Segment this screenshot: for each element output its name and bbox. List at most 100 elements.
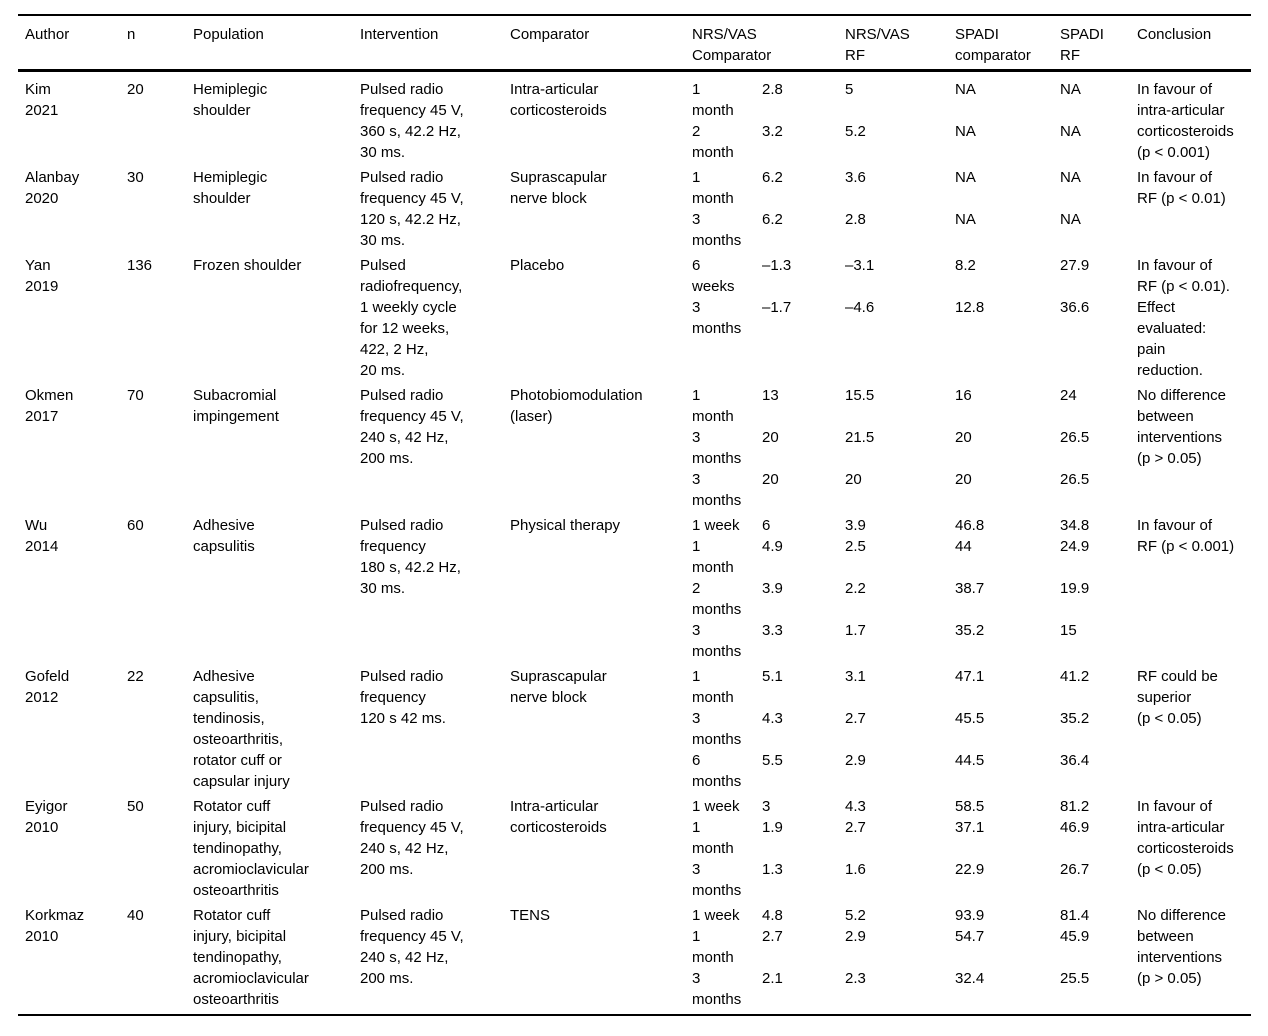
cell-population: Adhesive capsulitis, tendinosis, osteoar… — [193, 668, 290, 790]
cell-time: 3 months — [692, 299, 742, 337]
col-header-nrs-vas-comparator: NRS/VAS Comparator — [692, 26, 772, 64]
cell-n: 70 — [127, 387, 144, 404]
cell-nrs-vas-comparator: 4.9 — [762, 538, 783, 555]
cell-spadi-comparator: NA — [955, 169, 976, 186]
cell-author: Gofeld 2012 — [25, 668, 70, 706]
cell-nrs-vas-comparator: –1.7 — [762, 299, 792, 316]
cell-time: 1 month — [692, 169, 734, 207]
cell-intervention: Pulsed radio frequency 45 V, 240 s, 42 H… — [360, 907, 464, 987]
cell-time: 3 months — [692, 861, 742, 899]
cell-spadi-comparator: 93.9 — [955, 907, 985, 924]
cell-population: Frozen shoulder — [193, 257, 302, 274]
cell-spadi-rf: 36.4 — [1060, 752, 1090, 769]
cell-spadi-rf: 26.5 — [1060, 471, 1090, 488]
cell-author: Kim 2021 — [25, 81, 59, 119]
cell-nrs-vas-comparator: 3.3 — [762, 622, 783, 639]
cell-conclusion: In favour of RF (p < 0.001) — [1137, 517, 1235, 555]
cell-nrs-vas-rf: 3.9 — [845, 517, 866, 534]
cell-spadi-comparator: 20 — [955, 471, 972, 488]
cell-intervention: Pulsed radio frequency 45 V, 240 s, 42 H… — [360, 387, 464, 467]
cell-nrs-vas-comparator: 13 — [762, 387, 779, 404]
measurement-row: 2 months 3.9 2.2 38.7 19.9 — [685, 578, 1130, 620]
measurement-row: 1 month 13 15.5 16 24 — [685, 385, 1130, 427]
table-row: Eyigor 2010 50 Rotator cuff injury, bici… — [18, 796, 1251, 905]
cell-nrs-vas-comparator: –1.3 — [762, 257, 792, 274]
table-row: Okmen 2017 70 Subacromial impingement Pu… — [18, 385, 1251, 515]
cell-author: Wu 2014 — [25, 517, 59, 555]
cell-time: 3 months — [692, 970, 742, 1008]
cell-n: 22 — [127, 668, 144, 685]
measurements: 6 weeks –1.3 –3.1 8.2 27.9 3 months –1.7… — [685, 255, 1130, 339]
cell-intervention: Pulsed radio frequency 180 s, 42.2 Hz, 3… — [360, 517, 461, 597]
cell-spadi-comparator: 8.2 — [955, 257, 976, 274]
cell-nrs-vas-comparator: 1.9 — [762, 819, 783, 836]
table-row: Yan 2019 136 Frozen shoulder Pulsed radi… — [18, 255, 1251, 385]
measurement-row: 1 month 2.7 2.9 54.7 45.9 — [685, 926, 1130, 968]
cell-nrs-vas-comparator: 5.5 — [762, 752, 783, 769]
cell-nrs-vas-comparator: 4.3 — [762, 710, 783, 727]
cell-intervention: Pulsed radio frequency 120 s 42 ms. — [360, 668, 446, 727]
cell-author: Okmen 2017 — [25, 387, 74, 425]
cell-spadi-comparator: 35.2 — [955, 622, 985, 639]
rf-studies-table: Author n Population Intervention Compara… — [18, 14, 1251, 1016]
measurement-row: 3 months 1.3 1.6 22.9 26.7 — [685, 859, 1130, 901]
measurements: 1 week 6 3.9 46.8 34.8 1 month 4.9 2.5 4… — [685, 515, 1130, 662]
cell-conclusion: In favour of intra-articular corticoster… — [1137, 798, 1234, 878]
table-header-rule — [18, 69, 1251, 72]
table-header-row: Author n Population Intervention Compara… — [18, 16, 1251, 69]
measurement-row: 3 months –1.7 –4.6 12.8 36.6 — [685, 297, 1130, 339]
cell-spadi-rf: 24.9 — [1060, 538, 1090, 555]
measurement-row: 1 week 4.8 5.2 93.9 81.4 — [685, 905, 1130, 926]
measurement-row: 2 month 3.2 5.2 NA NA — [685, 121, 1130, 163]
cell-population: Subacromial impingement — [193, 387, 279, 425]
cell-spadi-comparator: 58.5 — [955, 798, 985, 815]
cell-spadi-rf: NA — [1060, 169, 1081, 186]
cell-conclusion: In favour of intra-articular corticoster… — [1137, 81, 1234, 161]
cell-n: 40 — [127, 907, 144, 924]
cell-spadi-rf: 41.2 — [1060, 668, 1090, 685]
col-header-intervention: Intervention — [360, 26, 439, 43]
table-row: Wu 2014 60 Adhesive capsulitis Pulsed ra… — [18, 515, 1251, 666]
cell-nrs-vas-rf: 20 — [845, 471, 862, 488]
measurement-row: 1 month 4.9 2.5 44 24.9 — [685, 536, 1130, 578]
cell-spadi-comparator: 44 — [955, 538, 972, 555]
measurement-row: 1 week 6 3.9 46.8 34.8 — [685, 515, 1130, 536]
cell-time: 1 month — [692, 928, 734, 966]
measurements: 1 week 3 4.3 58.5 81.2 1 month 1.9 2.7 3… — [685, 796, 1130, 901]
table-top-rule — [18, 14, 1251, 16]
cell-spadi-rf: 46.9 — [1060, 819, 1090, 836]
cell-spadi-comparator: 20 — [955, 429, 972, 446]
col-header-spadi-comparator: SPADI comparator — [955, 26, 1031, 64]
cell-nrs-vas-comparator: 3.2 — [762, 123, 783, 140]
cell-spadi-rf: 26.5 — [1060, 429, 1090, 446]
cell-nrs-vas-rf: 3.6 — [845, 169, 866, 186]
cell-conclusion: No difference between interventions (p >… — [1137, 387, 1226, 467]
table-row: Alanbay 2020 30 Hemiplegic shoulder Puls… — [18, 167, 1251, 255]
measurement-row: 3 months 6.2 2.8 NA NA — [685, 209, 1130, 251]
cell-nrs-vas-comparator: 5.1 — [762, 668, 783, 685]
cell-spadi-comparator: 44.5 — [955, 752, 985, 769]
measurements: 1 month 5.1 3.1 47.1 41.2 3 months 4.3 2… — [685, 666, 1130, 792]
cell-nrs-vas-rf: 1.7 — [845, 622, 866, 639]
col-header-nrs-vas-rf: NRS/VAS RF — [845, 26, 910, 64]
col-header-conclusion: Conclusion — [1137, 26, 1212, 43]
cell-time: 3 months — [692, 471, 742, 509]
cell-spadi-rf: 24 — [1060, 387, 1077, 404]
cell-nrs-vas-comparator: 20 — [762, 429, 779, 446]
cell-nrs-vas-rf: 2.9 — [845, 928, 866, 945]
cell-spadi-rf: 15 — [1060, 622, 1077, 639]
cell-nrs-vas-comparator: 1.3 — [762, 861, 783, 878]
measurement-row: 3 months 20 20 20 26.5 — [685, 469, 1130, 511]
cell-nrs-vas-rf: 2.7 — [845, 819, 866, 836]
cell-n: 136 — [127, 257, 153, 274]
cell-nrs-vas-comparator: 2.1 — [762, 970, 783, 987]
cell-population: Adhesive capsulitis — [193, 517, 255, 555]
cell-spadi-comparator: NA — [955, 81, 976, 98]
cell-time: 3 months — [692, 710, 742, 748]
cell-nrs-vas-comparator: 4.8 — [762, 907, 783, 924]
cell-time: 1 week — [692, 798, 740, 815]
cell-population: Rotator cuff injury, bicipital tendinopa… — [193, 798, 309, 899]
cell-time: 3 months — [692, 211, 742, 249]
cell-nrs-vas-rf: 5.2 — [845, 123, 866, 140]
cell-population: Hemiplegic shoulder — [193, 169, 268, 207]
